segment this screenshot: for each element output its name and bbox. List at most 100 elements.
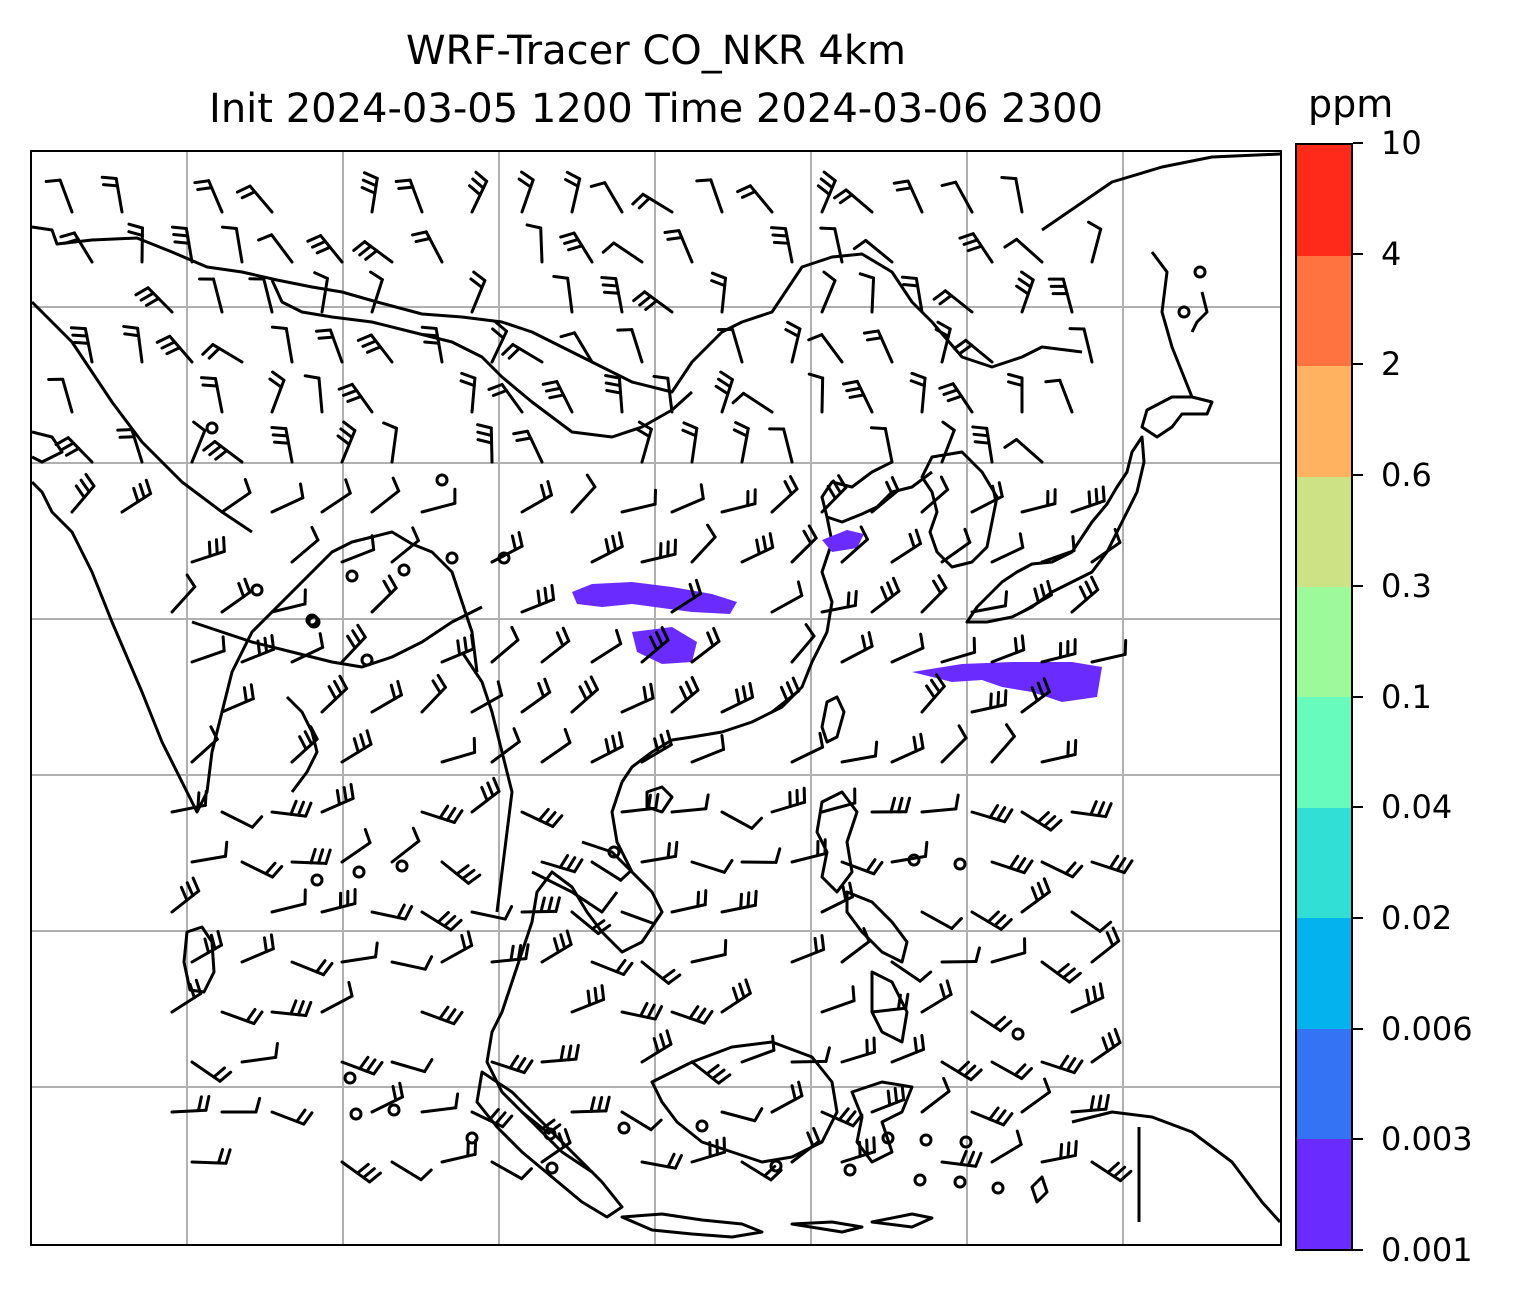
wind-barb — [1006, 372, 1024, 414]
wind-barb — [559, 331, 594, 364]
wind-barb — [570, 910, 612, 936]
colorbar-tick-label: 0.001 — [1381, 1231, 1473, 1269]
wind-barb — [570, 473, 597, 514]
wind-barb — [570, 984, 606, 1014]
coastline — [1190, 291, 1209, 333]
coastline — [1140, 395, 1214, 439]
wind-barb — [640, 729, 673, 764]
wind-barb — [840, 525, 869, 564]
wind-barb — [990, 1060, 1033, 1081]
colorbar-tick-label: 0.04 — [1381, 788, 1453, 827]
coastline — [1041, 152, 1280, 232]
wind-barb — [200, 376, 224, 414]
coastline — [32, 300, 253, 534]
wind-barb — [770, 226, 794, 264]
wind-barb — [100, 175, 124, 214]
coastline — [531, 870, 619, 914]
colorbar-tick-label: 2 — [1381, 345, 1402, 384]
wind-barb — [420, 1005, 464, 1026]
wind-barb — [352, 240, 394, 264]
wind-barb — [690, 523, 717, 564]
wind-barb — [1015, 270, 1035, 314]
wind-barb — [540, 854, 584, 874]
wind-barb — [716, 327, 744, 364]
calm-marker — [349, 1107, 363, 1121]
wind-barb — [303, 374, 324, 414]
wind-barb — [490, 320, 509, 364]
wind-barb — [932, 289, 974, 314]
colorbar — [1295, 143, 1353, 1251]
coastline — [790, 1220, 864, 1234]
wind-barb — [320, 478, 352, 514]
wind-barb — [201, 343, 244, 364]
wind-barb — [590, 731, 624, 764]
wind-barb — [220, 1096, 262, 1114]
calm-marker — [1011, 1027, 1025, 1041]
calm-marker — [953, 1175, 967, 1189]
wind-barb — [512, 429, 544, 464]
wind-barb — [1020, 877, 1051, 914]
wind-barb — [190, 420, 207, 464]
wind-barb — [820, 270, 837, 314]
wind-barb — [1090, 527, 1122, 564]
wind-barb — [690, 734, 726, 764]
wind-barb — [714, 370, 734, 414]
coastline — [645, 785, 674, 814]
wind-barb — [1040, 960, 1082, 984]
coastline — [182, 925, 216, 994]
wind-barb — [768, 427, 794, 464]
wind-barb — [268, 370, 286, 414]
wind-barb — [1020, 1077, 1052, 1114]
calm-marker — [397, 563, 411, 577]
wind-barb — [270, 588, 307, 614]
wind-barb — [1090, 926, 1121, 964]
wind-barb — [740, 532, 775, 564]
wind-barb — [1040, 535, 1076, 564]
wind-barb — [670, 793, 710, 814]
wind-barb — [590, 628, 623, 664]
wind-barb — [971, 425, 994, 464]
wind-barb — [1040, 1054, 1084, 1075]
wind-barb — [1020, 488, 1057, 514]
wind-barb — [840, 927, 871, 964]
wind-barb — [720, 1107, 764, 1123]
wind-barb — [920, 979, 953, 1014]
wind-barb — [340, 828, 372, 864]
wind-barb — [858, 272, 876, 314]
calm-marker — [769, 1159, 783, 1173]
wind-barb — [490, 1054, 534, 1075]
wind-barb — [940, 527, 972, 564]
wind-barb — [990, 532, 1025, 564]
wind-barb — [440, 860, 482, 885]
wind-barb — [720, 889, 758, 914]
wind-barb — [1040, 638, 1077, 664]
wind-barb — [54, 436, 94, 464]
wind-barb — [720, 978, 752, 1014]
wind-barb — [248, 277, 274, 314]
wind-barb — [390, 526, 420, 564]
wind-barb — [1003, 237, 1044, 264]
coastline — [32, 430, 64, 464]
colorbar-tick — [1353, 252, 1363, 255]
colorbar-segment — [1297, 697, 1351, 808]
calm-marker — [617, 1121, 631, 1135]
wind-barb — [670, 483, 705, 514]
wind-barb — [190, 930, 224, 964]
wind-barb — [220, 477, 252, 514]
wind-barb — [340, 1160, 382, 1184]
wind-barb — [990, 1129, 1023, 1164]
wind-barb — [469, 270, 487, 314]
wind-barb — [220, 683, 255, 714]
wind-barb — [440, 930, 474, 964]
wind-barb — [640, 840, 679, 864]
wind-barb — [337, 382, 374, 414]
wind-barb — [1040, 1139, 1078, 1164]
wind-barb — [490, 531, 524, 564]
calm-marker — [913, 1173, 927, 1187]
wind-barb — [190, 725, 219, 764]
wind-barb — [420, 325, 444, 364]
wind-barb — [620, 488, 658, 514]
wind-barb — [690, 859, 734, 874]
wind-barb — [770, 1080, 804, 1114]
wind-barb — [552, 274, 574, 314]
